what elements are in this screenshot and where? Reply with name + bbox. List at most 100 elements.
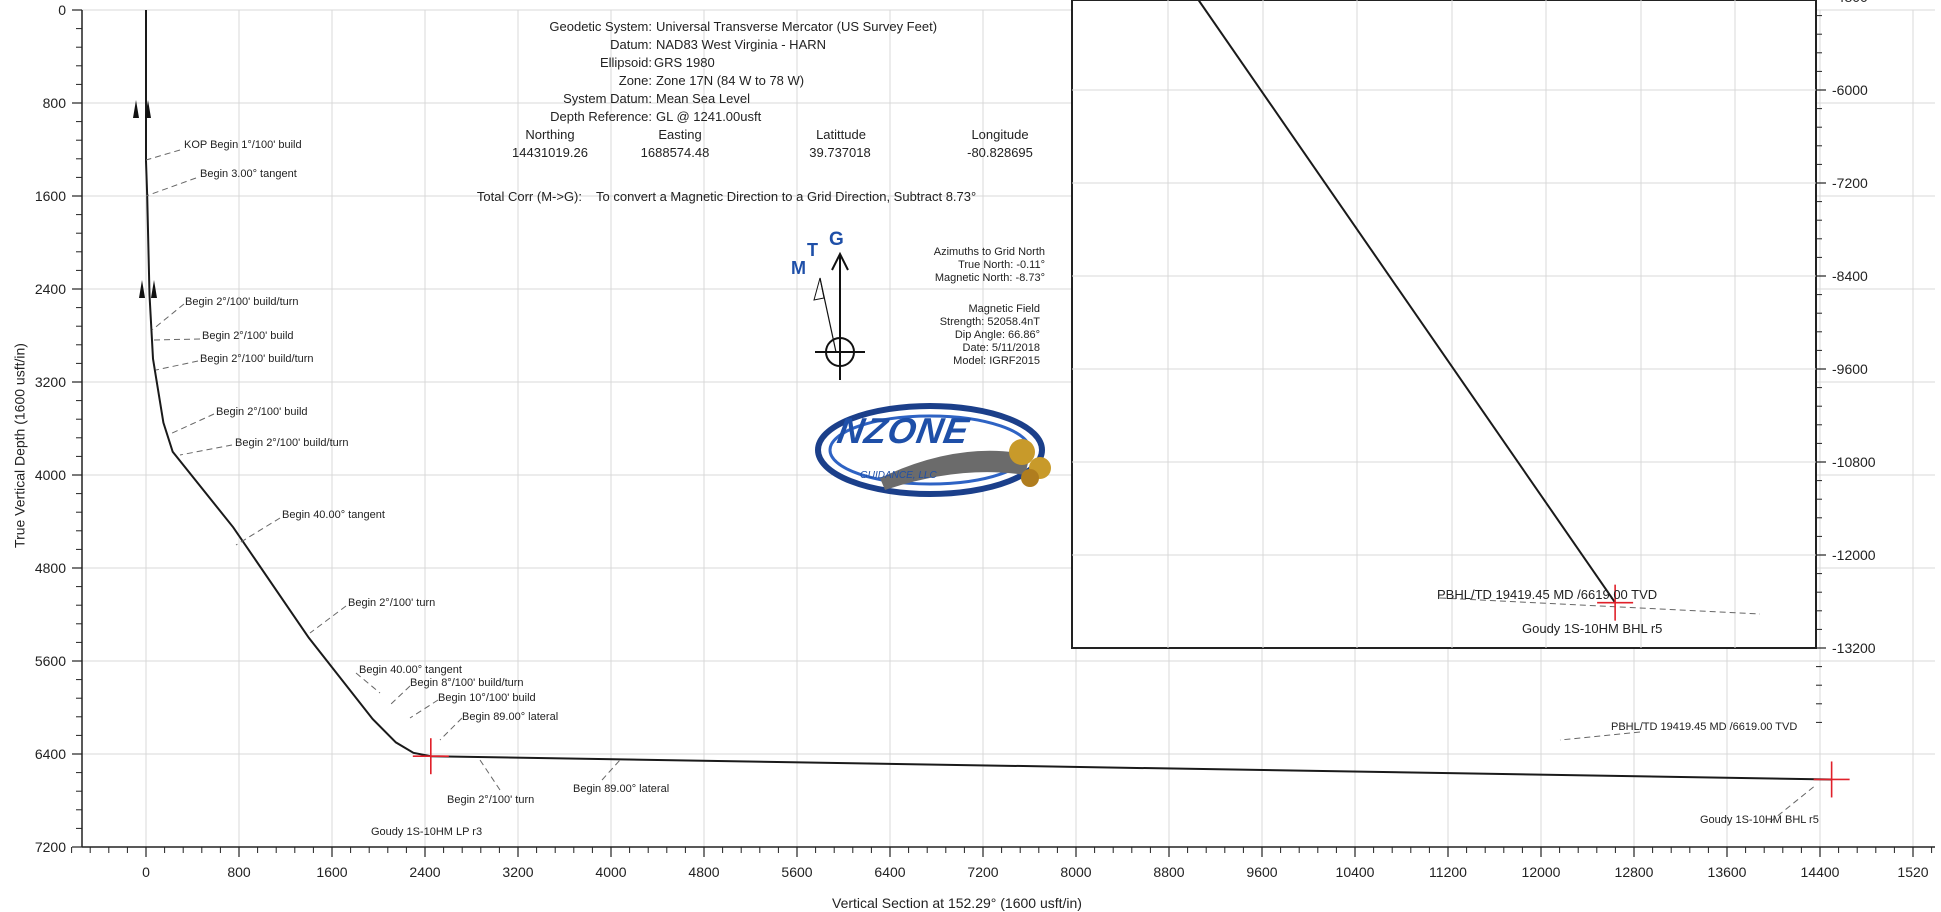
y-axis-label: True Vertical Depth (1600 usft/in) <box>11 343 28 548</box>
x-tick-label: 0 <box>142 864 150 880</box>
northing-label: Northing <box>525 127 575 142</box>
northing-value: 14431019.26 <box>512 145 588 160</box>
annotation-leaders <box>145 149 1817 823</box>
annotation-leader <box>145 149 181 161</box>
x-tick-label: 11200 <box>1429 864 1467 880</box>
y-tick-label: 2400 <box>35 281 66 297</box>
total-corr-label: Total Corr (M->G): <box>476 189 582 204</box>
annotation-build-2: Begin 2°/100' build <box>216 406 308 418</box>
true-north: True North: -0.11° <box>958 259 1045 271</box>
x-tick-label: 3200 <box>502 864 533 880</box>
north-arrow <box>813 251 865 380</box>
x-tick-label: 8800 <box>1153 864 1184 880</box>
annotation-leader <box>439 717 463 741</box>
inset-y-tick-label: -10800 <box>1832 454 1876 470</box>
logo-drill-shaft <box>880 450 1030 490</box>
inset-plot: -4800 -6000 -7200 -8400 -9600 -10800 -12000 -13… <box>1071 0 1876 723</box>
annotation-leader <box>169 413 215 435</box>
north-arrow-g: G <box>829 229 844 250</box>
bhl-label: Goudy 1S-10HM BHL r5 <box>1700 814 1819 826</box>
ellipsoid-label: Ellipsoid: <box>599 55 652 70</box>
casing-symbol <box>133 100 139 118</box>
casing-symbol <box>151 280 157 298</box>
annotation-leader <box>355 672 381 694</box>
annotation-leader <box>389 685 411 706</box>
geodetic-system-value: Universal Transverse Mercator (US Survey… <box>656 19 938 34</box>
dip-angle: Dip Angle: 66.86° <box>954 329 1040 341</box>
x-tick-label: 1600 <box>316 864 347 880</box>
x-tick-label: 13600 <box>1708 864 1747 880</box>
inset-frame <box>1071 0 1817 649</box>
grid-north-head <box>831 251 849 271</box>
annotation-lateral-a: Begin 89.00° lateral <box>462 711 559 723</box>
x-tick-label: 8000 <box>1060 864 1091 880</box>
x-tick-label: 2400 <box>409 864 440 880</box>
inset-y-tick-label: -8400 <box>1832 268 1868 284</box>
main-axes: 0 800 1600 2400 3200 4000 4800 5600 6400 7200 8000… <box>35 2 1935 880</box>
geodetic-system-label: Geodetic System: <box>549 19 652 34</box>
annotation-leader <box>601 759 621 781</box>
annotation-leader <box>235 517 281 546</box>
nzone-logo <box>815 403 1051 497</box>
magnetic-strength: Strength: 52058.4nT <box>939 316 1040 328</box>
x-tick-label: 5600 <box>781 864 812 880</box>
inset-y-tick-label: -12000 <box>1832 547 1876 563</box>
inset-bhl-label: Goudy 1S-10HM BHL r5 <box>1522 621 1663 636</box>
magnetic-model: Model: IGRF2015 <box>953 355 1040 367</box>
trajectory <box>133 10 1832 781</box>
y-tick-label: 1600 <box>35 188 66 204</box>
annotation-leader <box>309 605 347 634</box>
x-tick-label: 4800 <box>688 864 719 880</box>
magnetic-date: Date: 5/11/2018 <box>962 342 1040 354</box>
y-tick-label: 6400 <box>35 746 66 762</box>
magnetic-north-head <box>813 277 825 301</box>
annotation-lateral-b: Begin 89.00° lateral <box>573 783 670 795</box>
annotation-leader <box>151 303 185 331</box>
x-tick-label: 1520 <box>1897 864 1928 880</box>
depth-reference-label: Depth Reference: <box>550 109 652 124</box>
annotation-leader <box>179 444 233 456</box>
system-datum-label: System Datum: <box>563 91 652 106</box>
ellipsoid-value: GRS 1980 <box>654 55 715 70</box>
inset-y-tick-label: -7200 <box>1832 175 1868 191</box>
trajectory-line <box>145 10 1832 781</box>
y-tick-label: 4800 <box>35 560 66 576</box>
x-tick-label: 800 <box>227 864 251 880</box>
annotation-build-turn-2: Begin 2°/100' build/turn <box>200 353 314 365</box>
north-arrow-t: T <box>807 240 818 260</box>
easting-label: Easting <box>658 127 702 142</box>
azimuths-title: Azimuths to Grid North <box>933 246 1045 258</box>
lp-label: Goudy 1S-10HM LP r3 <box>371 826 483 838</box>
latitude-value: 39.737018 <box>809 145 871 160</box>
longitude-value: -80.828695 <box>967 145 1033 160</box>
annotation-leader <box>409 699 439 719</box>
x-axis-label: Vertical Section at 152.29° (1600 usft/i… <box>832 895 1082 911</box>
x-tick-label: 4000 <box>595 864 626 880</box>
logo-text: NZONE <box>834 410 973 451</box>
x-tick-label: 7200 <box>967 864 998 880</box>
x-tick-label: 12000 <box>1522 864 1561 880</box>
depth-reference-value: GL @ 1241.00usft <box>656 109 762 124</box>
annotation-leader <box>145 177 197 197</box>
zone-value: Zone 17N (84 W to 78 W) <box>656 73 805 88</box>
logo-drill-bit <box>1021 469 1039 487</box>
annotation-leader <box>1559 731 1641 741</box>
magnetic-field-title: Magnetic Field <box>968 303 1040 315</box>
logo-subtext: GUIDANCE, LLC <box>860 470 937 481</box>
inset-pbhl-label: PBHL/TD 19419.45 MD /6619.00 TVD <box>1437 587 1658 602</box>
annotation-build-1: Begin 2°/100' build <box>202 330 294 342</box>
system-datum-value: Mean Sea Level <box>656 91 750 106</box>
latitude-label: Latittude <box>816 127 866 142</box>
easting-value: 1688574.48 <box>640 145 710 160</box>
logo-drill-bit <box>1009 439 1035 465</box>
annotation-turn-1: Begin 2°/100' turn <box>348 597 436 609</box>
datum-value: NAD83 West Virginia - HARN <box>656 37 827 52</box>
annotation-turn-2: Begin 2°/100' turn <box>447 794 535 806</box>
inset-y-tick-label: -4800 <box>1832 0 1868 5</box>
y-tick-label: 0 <box>58 2 66 18</box>
y-tick-label: 3200 <box>35 374 66 390</box>
inset-y-tick-label: -9600 <box>1832 361 1868 377</box>
x-tick-label: 9600 <box>1246 864 1277 880</box>
inset-y-tick-label: -6000 <box>1832 82 1868 98</box>
